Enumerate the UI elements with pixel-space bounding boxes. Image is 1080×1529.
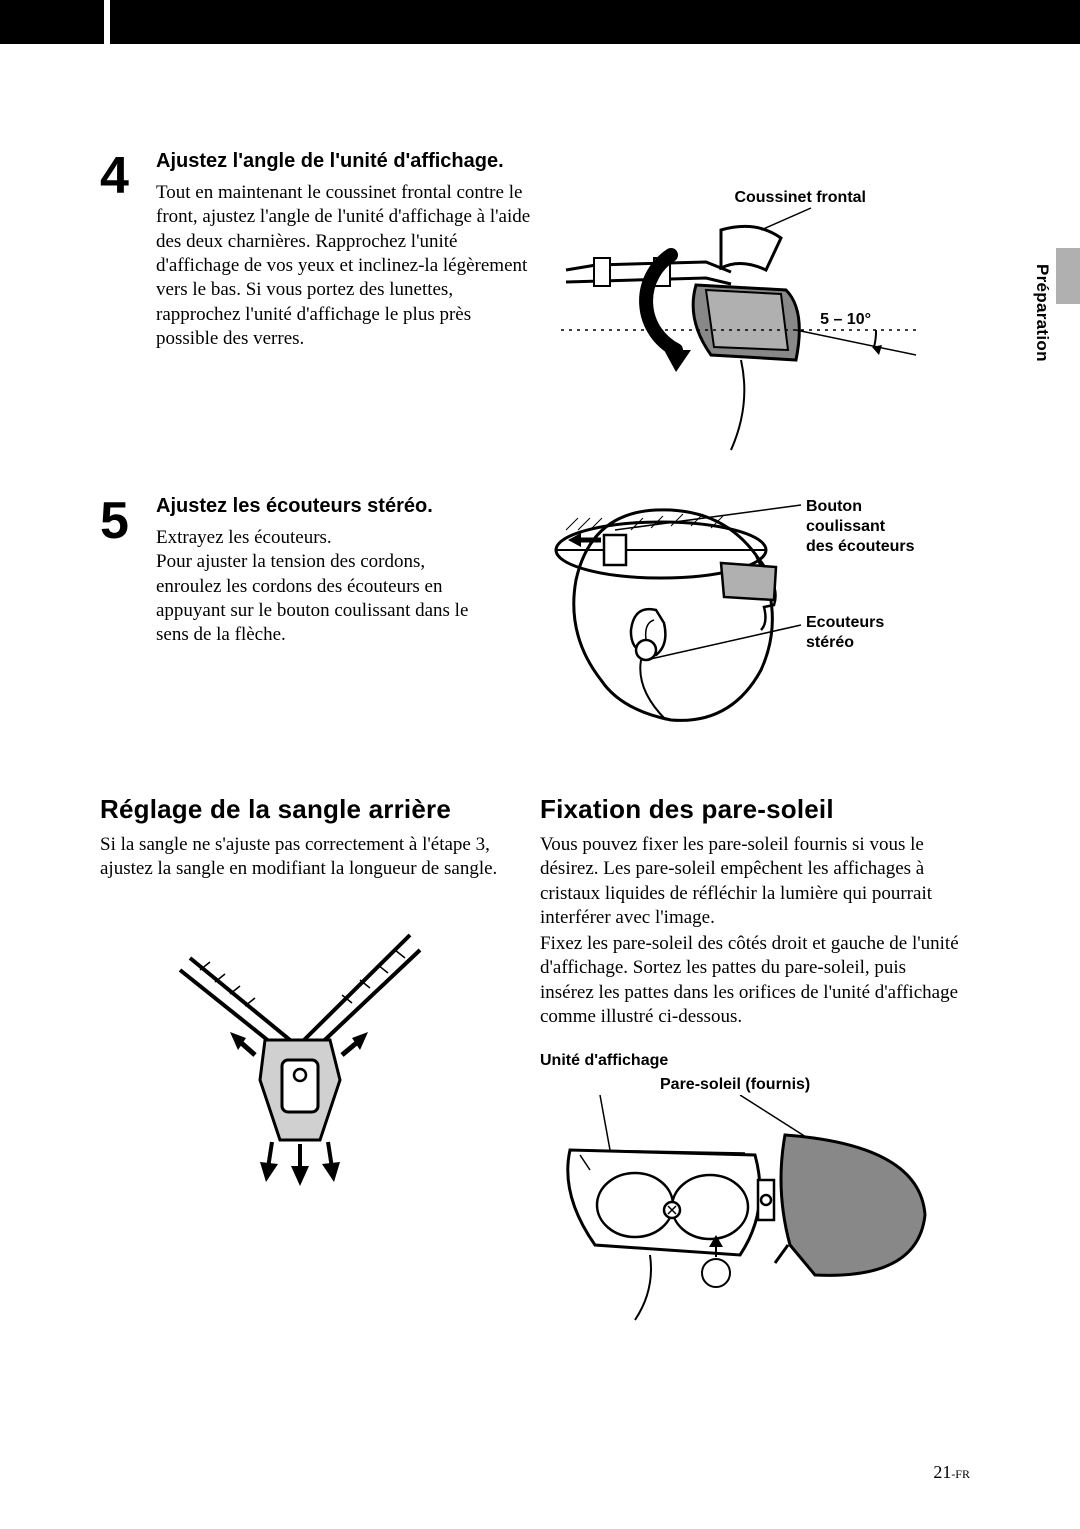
lower-columns: Réglage de la sangle arrière Si la sangl… [100, 795, 980, 1330]
label-ecouteurs-stereo: Ecouteurs stéréo [806, 613, 916, 653]
top-bar-gap [104, 0, 110, 44]
side-section-label: Préparation [1032, 264, 1052, 362]
belt-title: Réglage de la sangle arrière [100, 795, 500, 825]
step-5-text: Ajustez les écouteurs stéréo. Extrayez l… [156, 495, 486, 740]
shade-p2: Fixez les pare-soleil des côtés droit et… [540, 932, 960, 1029]
page-number-suffix: -FR [951, 1467, 970, 1481]
step-4-body: Tout en maintenant le coussinet frontal … [156, 181, 536, 351]
illustration-rear-strap [160, 910, 440, 1190]
page-content: 4 Ajustez l'angle de l'unité d'affichage… [100, 150, 980, 1330]
shade-title: Fixation des pare-soleil [540, 795, 960, 825]
step-5-body-rest: Pour ajuster la tension des cordons, enr… [156, 550, 486, 647]
step-5-title: Ajustez les écouteurs stéréo. [156, 495, 486, 518]
label-unite-affichage: Unité d'affichage [540, 1051, 960, 1071]
step-5-figure: Bouton coulissant des écouteurs Ecouteur… [506, 495, 926, 740]
label-coussinet-frontal: Coussinet frontal [734, 188, 866, 208]
side-grey-tab [1056, 248, 1080, 304]
step-5-body-line1: Extrayez les écouteurs. [156, 526, 486, 550]
step-4-number: 4 [100, 150, 136, 465]
step-4: 4 Ajustez l'angle de l'unité d'affichage… [100, 150, 980, 465]
step-4-figure: Coussinet frontal 5 – 10° [556, 150, 926, 465]
label-angle-range: 5 – 10° [820, 310, 871, 330]
page-number: 21-FR [933, 1462, 970, 1483]
top-black-bar [0, 0, 1080, 44]
belt-figure [100, 910, 500, 1195]
illustration-light-shields [540, 1095, 940, 1325]
section-belt: Réglage de la sangle arrière Si la sangl… [100, 795, 500, 1330]
illustration-head-earphones [506, 495, 816, 735]
step-5-number: 5 [100, 495, 136, 740]
label-bouton-coulissant: Bouton coulissant des écouteurs [806, 497, 916, 557]
step-5: 5 Ajustez les écouteurs stéréo. Extrayez… [100, 495, 980, 740]
step-4-text: Ajustez l'angle de l'unité d'affichage. … [156, 150, 536, 465]
belt-body: Si la sangle ne s'ajuste pas correctemen… [100, 833, 500, 882]
step-4-title: Ajustez l'angle de l'unité d'affichage. [156, 150, 536, 173]
section-shade: Fixation des pare-soleil Vous pouvez fix… [540, 795, 960, 1330]
page-number-value: 21 [933, 1462, 951, 1482]
label-pare-soleil: Pare-soleil (fournis) [660, 1075, 960, 1095]
shade-p1: Vous pouvez fixer les pare-soleil fourni… [540, 833, 960, 930]
